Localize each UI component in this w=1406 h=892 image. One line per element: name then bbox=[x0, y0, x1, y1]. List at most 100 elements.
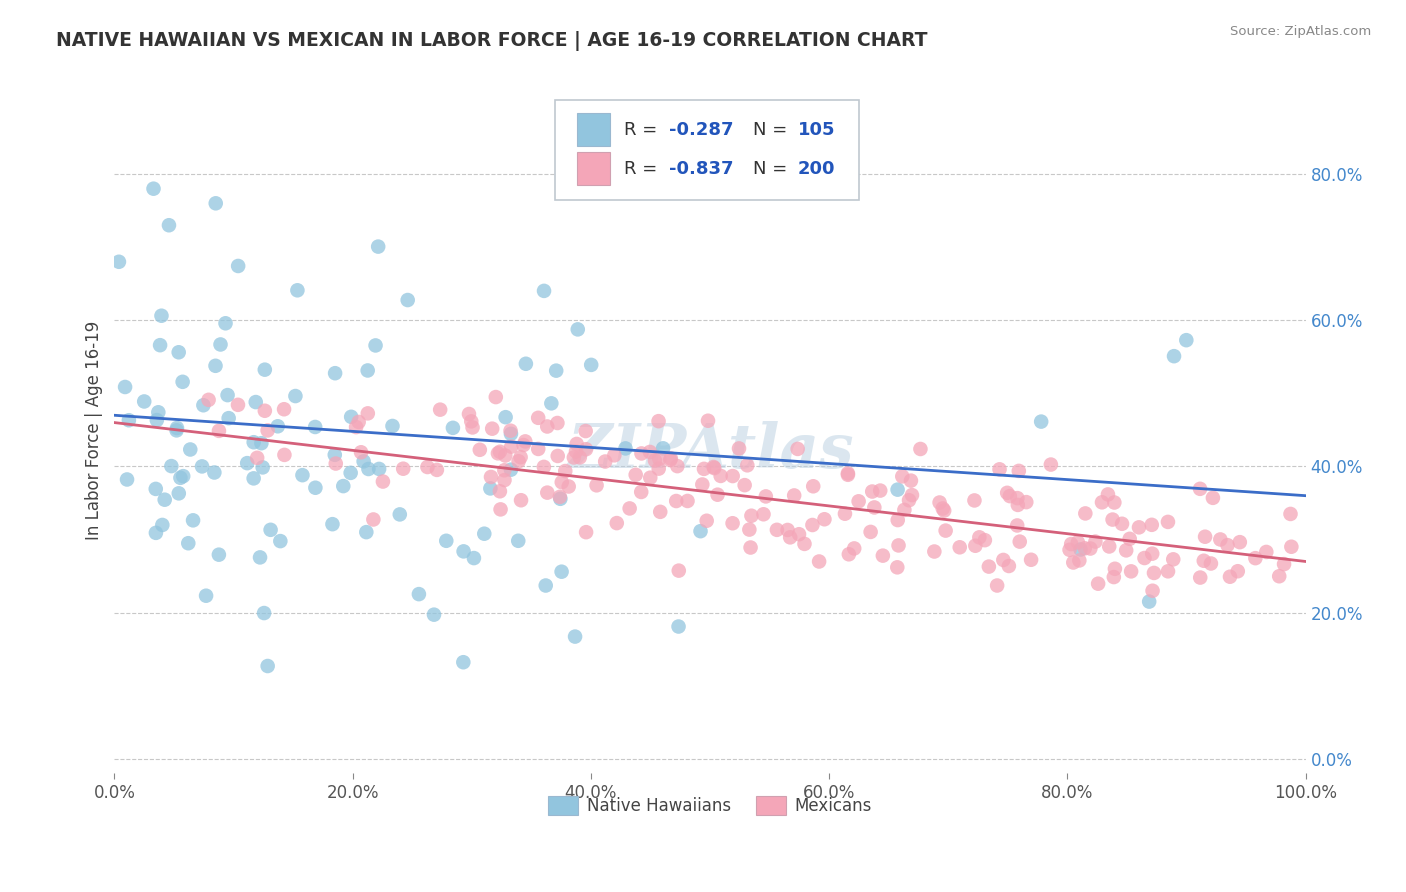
Point bbox=[363, 512, 385, 526]
Point bbox=[533, 284, 555, 298]
Point bbox=[499, 463, 522, 477]
Point bbox=[886, 483, 908, 497]
Text: -0.287: -0.287 bbox=[669, 120, 734, 138]
Point bbox=[1161, 552, 1184, 566]
Point bbox=[1101, 512, 1123, 526]
Point bbox=[242, 435, 264, 450]
Point bbox=[416, 460, 439, 475]
Text: R =: R = bbox=[624, 160, 664, 178]
Point bbox=[356, 525, 378, 540]
Point bbox=[575, 424, 598, 438]
Point bbox=[786, 442, 808, 456]
Point bbox=[485, 390, 508, 404]
Point bbox=[859, 524, 882, 539]
Point bbox=[468, 442, 491, 457]
Point bbox=[1133, 551, 1156, 566]
Point bbox=[1069, 553, 1091, 567]
Point bbox=[114, 380, 136, 394]
Point bbox=[1019, 553, 1042, 567]
Point bbox=[166, 423, 188, 437]
Point bbox=[565, 444, 588, 458]
Point bbox=[153, 492, 176, 507]
Point bbox=[347, 415, 370, 429]
Point bbox=[1279, 507, 1302, 521]
Point bbox=[250, 436, 273, 450]
Point bbox=[157, 219, 180, 233]
Point bbox=[619, 501, 641, 516]
Point bbox=[236, 456, 259, 470]
Point bbox=[1074, 507, 1097, 521]
Point bbox=[423, 607, 446, 622]
Point bbox=[321, 517, 343, 532]
Point bbox=[509, 450, 531, 465]
Point bbox=[728, 442, 751, 456]
Point bbox=[458, 407, 481, 421]
Point bbox=[550, 491, 572, 506]
Point bbox=[536, 485, 558, 500]
Point bbox=[353, 454, 375, 468]
Point bbox=[834, 507, 856, 521]
Point bbox=[924, 544, 946, 558]
Text: R =: R = bbox=[624, 120, 664, 138]
Point bbox=[1119, 565, 1142, 579]
Point bbox=[1272, 557, 1295, 571]
Point bbox=[900, 474, 922, 488]
Point bbox=[357, 406, 380, 420]
Point bbox=[150, 309, 173, 323]
Point bbox=[703, 460, 725, 475]
Point bbox=[208, 424, 231, 438]
Point bbox=[779, 530, 801, 544]
Point bbox=[226, 398, 249, 412]
Point bbox=[267, 419, 290, 434]
Point bbox=[887, 513, 910, 527]
Point bbox=[891, 469, 914, 483]
Point bbox=[740, 508, 762, 523]
Point bbox=[638, 445, 661, 459]
Point bbox=[323, 448, 346, 462]
Point bbox=[1163, 349, 1185, 363]
Point bbox=[429, 402, 451, 417]
Point bbox=[808, 554, 831, 568]
Point bbox=[160, 459, 183, 474]
Point bbox=[557, 479, 579, 493]
FancyBboxPatch shape bbox=[576, 113, 610, 146]
Point bbox=[593, 454, 616, 468]
Point bbox=[1219, 570, 1241, 584]
Point bbox=[1078, 541, 1101, 556]
Point bbox=[721, 516, 744, 531]
Point bbox=[172, 375, 194, 389]
Point bbox=[489, 502, 512, 516]
Point bbox=[381, 419, 404, 434]
Point bbox=[191, 459, 214, 474]
Point bbox=[659, 451, 682, 466]
Point bbox=[325, 457, 347, 471]
Point bbox=[579, 358, 602, 372]
Point bbox=[1115, 543, 1137, 558]
Point bbox=[668, 564, 690, 578]
Point bbox=[988, 462, 1011, 476]
Point bbox=[844, 541, 866, 556]
Point bbox=[256, 424, 278, 438]
Point bbox=[1007, 498, 1029, 512]
Point bbox=[501, 440, 523, 454]
Legend: Native Hawaiians, Mexicans: Native Hawaiians, Mexicans bbox=[540, 788, 880, 823]
Point bbox=[648, 451, 671, 466]
Point bbox=[1005, 518, 1028, 533]
Point bbox=[863, 500, 886, 515]
Point bbox=[218, 411, 240, 425]
Point bbox=[734, 478, 756, 492]
Point bbox=[1015, 495, 1038, 509]
Point bbox=[1074, 541, 1097, 556]
Point bbox=[575, 525, 598, 540]
FancyBboxPatch shape bbox=[576, 153, 610, 186]
Point bbox=[776, 523, 799, 537]
Point bbox=[1189, 570, 1212, 584]
Point bbox=[273, 448, 295, 462]
Point bbox=[575, 442, 598, 457]
Point bbox=[898, 493, 921, 508]
Point bbox=[1226, 564, 1249, 578]
Point bbox=[291, 468, 314, 483]
Point bbox=[148, 405, 170, 419]
Point bbox=[527, 442, 550, 456]
Point bbox=[934, 503, 956, 517]
